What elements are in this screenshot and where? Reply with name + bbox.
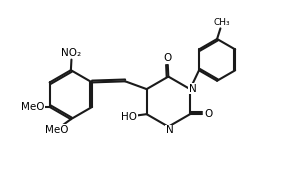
Text: O: O (204, 109, 212, 119)
Text: MeO: MeO (45, 125, 68, 135)
Text: MeO: MeO (21, 102, 44, 112)
Text: CH₃: CH₃ (214, 18, 230, 27)
Text: N: N (166, 125, 174, 135)
Text: O: O (164, 53, 172, 63)
Text: NO₂: NO₂ (61, 48, 81, 58)
Text: HO: HO (121, 112, 137, 122)
Text: N: N (189, 84, 197, 94)
